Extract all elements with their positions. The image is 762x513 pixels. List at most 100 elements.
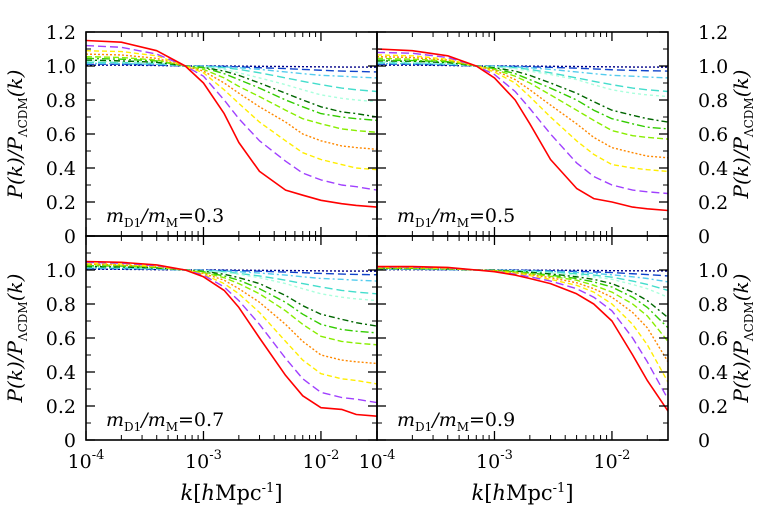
x-axis-title: k[hMpc-1] — [180, 481, 282, 505]
panel-label-slash-m: /m — [139, 409, 165, 431]
y-tick-label: 1.0 — [698, 260, 728, 282]
panel-1-series — [86, 39, 377, 208]
y-tick-label: 0.2 — [46, 396, 76, 418]
x-axis-title-h: h — [201, 481, 215, 505]
y-axis-title-suffix: (k) — [3, 274, 27, 302]
y-axis-title-suffix: (k) — [3, 70, 27, 98]
panel-label-m: m — [397, 409, 415, 431]
panel-label-sub-d1: D1 — [124, 420, 141, 434]
y-tick-label: 0 — [64, 226, 76, 248]
series-line-s11 — [86, 63, 377, 73]
x-tick-label-exponent: -4 — [92, 448, 105, 463]
series-line-s4 — [377, 266, 668, 363]
x-axis-title-close: ] — [565, 481, 573, 505]
y-tick-label: 0.4 — [46, 158, 76, 180]
series-line-s8 — [377, 61, 668, 98]
x-tick-label-base: 10 — [185, 451, 209, 473]
x-tick-label-base: 10 — [594, 451, 618, 473]
x-tick-label: 10-2 — [303, 448, 340, 473]
x-axis-title-bracket: [ — [193, 481, 201, 505]
x-axis-title-close: ] — [274, 481, 282, 505]
panel-label-m: m — [106, 409, 124, 431]
series-line-s5 — [377, 57, 668, 140]
x-tick-label-base: 10 — [359, 451, 383, 473]
y-axis-title-prefix: P(k)/P — [729, 137, 753, 200]
series-line-s4 — [377, 55, 668, 159]
series-line-s2 — [86, 44, 377, 191]
y-tick-label: 0 — [64, 430, 76, 452]
y-tick-label: 0.8 — [46, 90, 76, 112]
y-axis-title-prefix: P(k)/P — [729, 341, 753, 404]
y-axis-title-suffix: (k) — [729, 70, 753, 98]
panel-label: mD1/mM=0.5 — [397, 205, 515, 230]
panel-2-series — [377, 48, 668, 212]
y-axis-title-subscript: ΛCDM — [742, 301, 756, 342]
panel-2: 0 0.2 0.4 0.6 0.8 1.0 1.2 mD1/mM=0.5 P(k)/PΛCDM(… — [376, 22, 756, 248]
series-line-s7 — [86, 265, 377, 327]
series-line-s12 — [86, 268, 377, 272]
x-axis-title-unit: Mpc — [215, 481, 262, 505]
series-line-s8 — [86, 266, 377, 302]
series-line-s9 — [377, 61, 668, 93]
x-tick-label-exponent: -3 — [209, 448, 222, 463]
series-line-s5 — [86, 55, 377, 133]
y-axis-title: P(k)/PΛCDM(k) — [729, 70, 756, 200]
panel-label-sub-d1: D1 — [124, 216, 141, 230]
panel-label-sub-m: M — [457, 216, 469, 230]
y-axis-title: P(k)/PΛCDM(k) — [3, 274, 30, 404]
y-tick-label: 0.4 — [698, 158, 728, 180]
y-tick-label: 0.2 — [698, 192, 728, 214]
series-line-s4 — [86, 53, 377, 150]
panel-label-slash-m: /m — [430, 205, 456, 227]
series-line-s4 — [86, 263, 377, 365]
x-tick-label-exponent: -4 — [383, 448, 396, 463]
y-tick-label: 0.2 — [46, 192, 76, 214]
panel-label-m: m — [106, 205, 124, 227]
panel-label-slash-m: /m — [430, 409, 456, 431]
y-tick-label: 0.4 — [698, 362, 728, 384]
x-axis-title-unit: Mpc — [506, 481, 553, 505]
series-line-s8 — [86, 60, 377, 103]
series-line-s5 — [86, 264, 377, 346]
y-axis-title-subscript: ΛCDM — [16, 301, 30, 342]
y-tick-label: 1.0 — [698, 56, 728, 78]
x-tick-label-exponent: -2 — [618, 448, 631, 463]
y-tick-label: 1.0 — [46, 56, 76, 78]
series-line-s1 — [86, 39, 377, 208]
series-line-s1 — [86, 260, 377, 417]
x-tick-label-exponent: -3 — [500, 448, 513, 463]
x-tick-label-base: 10 — [476, 451, 500, 473]
series-line-s3 — [377, 266, 668, 383]
y-tick-label: 0 — [698, 226, 710, 248]
series-line-s12 — [377, 64, 668, 68]
panel-4: 00.20.40.60.81.010-4 10-3 10-2mD1/mM=0.9P(… — [359, 235, 756, 473]
panel-3: 00.20.40.60.81.010-4 10-3 10-2mD1/mM=0.7P(… — [3, 235, 378, 473]
y-tick-label: 0.6 — [46, 124, 76, 146]
y-axis-title-suffix: (k) — [729, 274, 753, 302]
series-line-s7 — [86, 59, 377, 118]
panel-label-value: =0.3 — [178, 205, 224, 227]
y-tick-label: 0.6 — [698, 124, 728, 146]
y-tick-label: 0.4 — [46, 362, 76, 384]
series-line-s2 — [377, 51, 668, 195]
y-axis-title-prefix: P(k)/P — [3, 137, 27, 200]
series-line-s1 — [377, 265, 668, 412]
panel-label-sub-d1: D1 — [415, 216, 432, 230]
x-tick-label: 10-2 — [594, 448, 631, 473]
series-line-s10 — [86, 62, 377, 79]
panel-frame-4 — [376, 235, 669, 441]
y-tick-label: 0.8 — [46, 294, 76, 316]
y-tick-label: 0.6 — [46, 328, 76, 350]
panel-label-sub-m: M — [457, 420, 469, 434]
panel-label-value: =0.5 — [469, 205, 515, 227]
y-tick-label: 0.2 — [698, 396, 728, 418]
y-tick-label: 0 — [698, 430, 710, 452]
x-tick-label: 10-4 — [68, 448, 105, 473]
y-tick-label: 1.2 — [698, 22, 728, 44]
panel-1: 0 0.2 0.4 0.6 0.8 1.0 1.2 mD1/mM=0.3 P(k)/PΛCDM(… — [3, 22, 378, 248]
y-axis-title-subscript: ΛCDM — [16, 97, 30, 138]
panel-label: mD1/mM=0.7 — [106, 409, 224, 434]
panel-label-m: m — [397, 205, 415, 227]
y-axis-title-prefix: P(k)/P — [3, 341, 27, 404]
series-line-s3 — [377, 54, 668, 173]
